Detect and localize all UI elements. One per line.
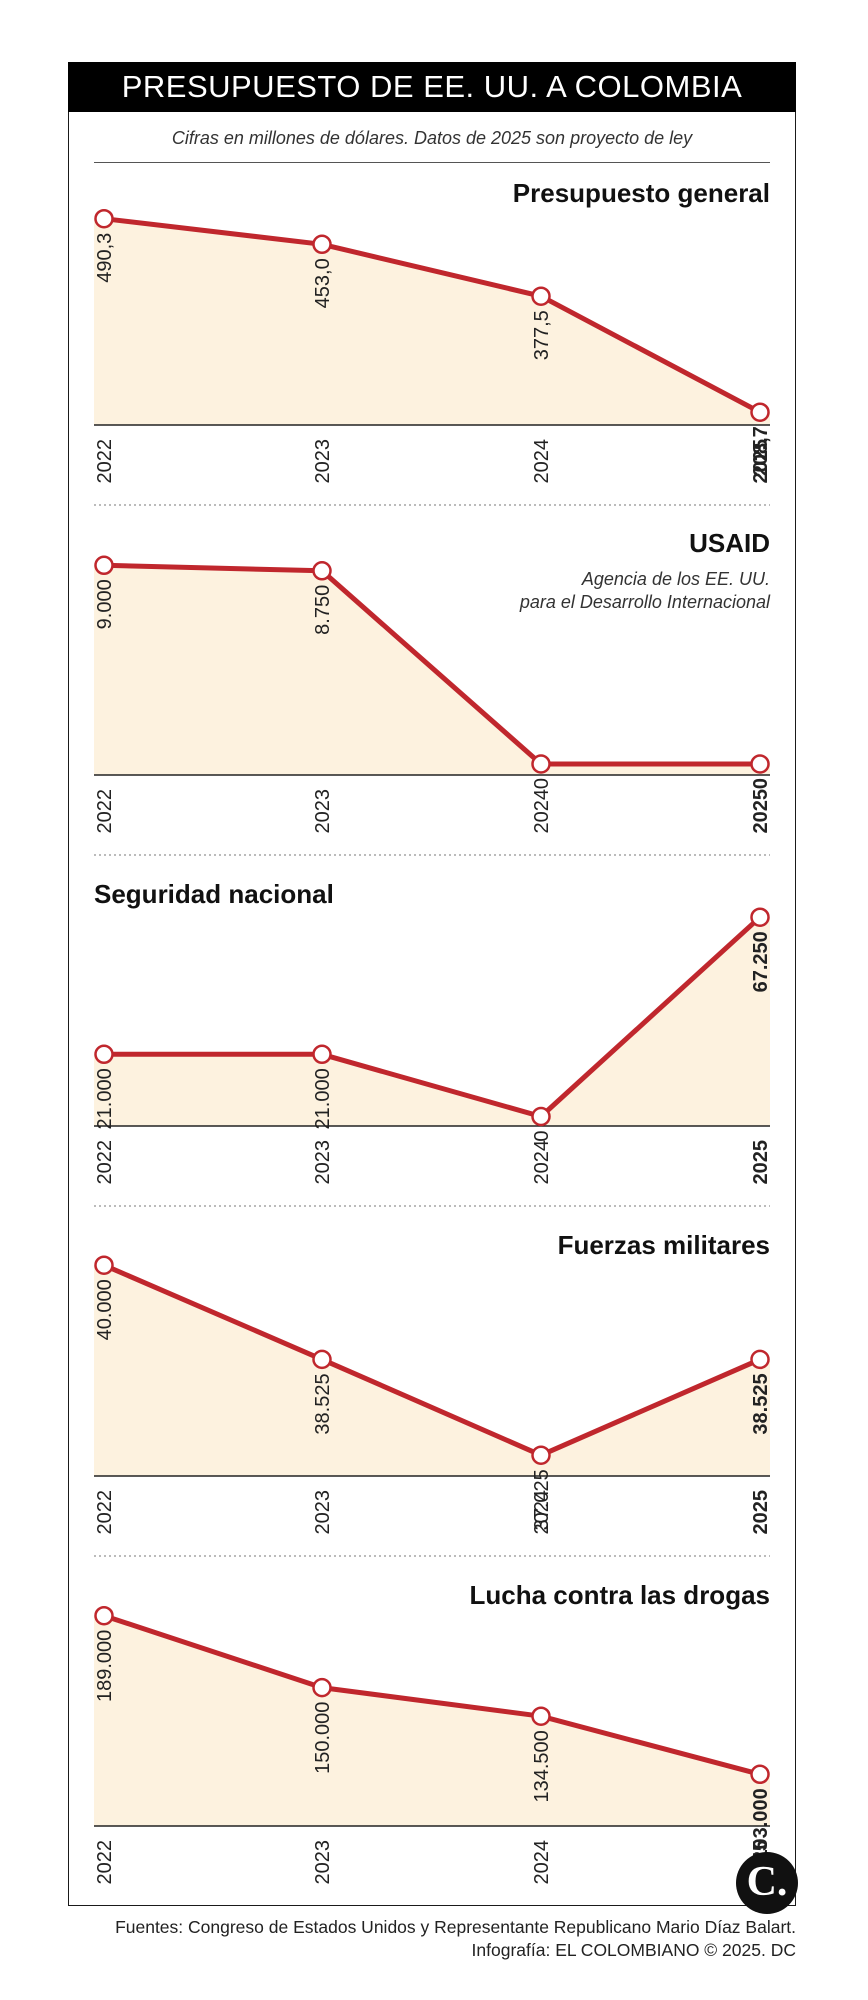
data-label-2024: 37.025 xyxy=(531,1469,553,1530)
x-tick-label-2025: 2025 xyxy=(750,789,772,834)
chart-panel-2: 9.000 8.750 0 0 2022 2023 2024 2025 USAID Agencia… xyxy=(94,528,772,856)
data-point-2023 xyxy=(312,1349,332,1370)
x-tick-label-2023: 2023 xyxy=(312,439,334,484)
data-label-2023: 38.525 xyxy=(312,1373,334,1434)
data-label-2024: 377,5 xyxy=(531,310,553,360)
chart-panel-5: 189.000 150.000 134.500 103.000 2022 2023 2024… xyxy=(94,1580,772,1885)
x-tick-label-2022: 2022 xyxy=(94,789,116,834)
sources-text: Fuentes: Congreso de Estados Unidos y Re… xyxy=(115,1917,796,1937)
x-tick-label-2022: 2022 xyxy=(94,1490,116,1535)
data-point-2023 xyxy=(312,1044,332,1065)
data-label-2022: 40.000 xyxy=(94,1279,116,1340)
data-point-2024 xyxy=(531,1106,551,1127)
title-bar: PRESUPUESTO DE EE. UU. A COLOMBIA xyxy=(68,62,796,112)
panel-title: Fuerzas militares xyxy=(558,1230,770,1260)
data-label-2023: 453,0 xyxy=(312,258,334,308)
data-label-2025: 103.000 xyxy=(750,1788,772,1860)
panel-title: Presupuesto general xyxy=(513,178,770,208)
data-label-2025: 67.250 xyxy=(750,931,772,992)
el-colombiano-logo: C. xyxy=(736,1852,798,1914)
data-point-2025 xyxy=(750,907,770,927)
x-tick-label-2024: 2024 xyxy=(531,789,553,834)
x-tick-label-2024: 2024 xyxy=(531,1840,553,1885)
data-point-2025 xyxy=(750,1764,770,1785)
data-point-2022 xyxy=(94,1255,114,1275)
data-point-2022 xyxy=(94,1605,114,1626)
infographic-subtitle: Cifras en millones de dólares. Datos de … xyxy=(171,128,693,148)
panel-title: Lucha contra las drogas xyxy=(469,1580,770,1610)
x-tick-label-2023: 2023 xyxy=(312,789,334,834)
data-point-2023 xyxy=(312,234,332,255)
data-point-2025 xyxy=(750,1349,770,1370)
series-line xyxy=(101,1262,763,1458)
series-line xyxy=(101,216,763,415)
data-point-2022 xyxy=(94,1044,114,1065)
x-tick-label-2024: 2024 xyxy=(531,439,553,484)
data-point-2024 xyxy=(531,286,551,306)
data-label-2024: 134.500 xyxy=(531,1730,553,1802)
data-point-2025 xyxy=(750,402,770,422)
chart-panel-3: 21.000 21.000 0 67.250 2022 2023 2024 2025 Segur… xyxy=(94,879,772,1207)
chart-panel-1: 490,3 453,0 377,5 208,7 2022 2023 2024 2025 Pres… xyxy=(94,178,772,506)
series-line xyxy=(101,1613,763,1777)
data-label-2025: 208,7 xyxy=(750,426,772,476)
data-point-2022 xyxy=(94,555,114,576)
x-tick-label-2022: 2022 xyxy=(94,1840,116,1885)
data-point-2023 xyxy=(312,561,332,581)
area-fill xyxy=(94,218,770,425)
sources-footer: Fuentes: Congreso de Estados Unidos y Re… xyxy=(115,1916,796,1962)
data-label-2022: 490,3 xyxy=(94,233,116,283)
x-tick-label-2022: 2022 xyxy=(94,1140,116,1185)
data-label-2025: 38.525 xyxy=(750,1373,772,1434)
panel-subtitle-line: para el Desarrollo Internacional xyxy=(519,592,771,612)
panel-title: USAID xyxy=(689,528,770,558)
data-point-2024 xyxy=(531,1706,551,1726)
x-tick-label-2023: 2023 xyxy=(312,1140,334,1185)
data-label-2022: 21.000 xyxy=(94,1068,116,1129)
data-label-2023: 21.000 xyxy=(312,1068,334,1129)
subtitle-divider xyxy=(94,162,770,163)
x-tick-label-2025: 2025 xyxy=(750,1490,772,1535)
panel-title: Seguridad nacional xyxy=(94,879,334,909)
credit-text: Infografía: EL COLOMBIANO © 2025. DC xyxy=(471,1940,796,1960)
x-tick-label-2024: 2024 xyxy=(531,1140,553,1185)
data-label-2022: 9.000 xyxy=(94,579,116,629)
area-fill xyxy=(94,917,770,1126)
area-fill xyxy=(94,1265,770,1476)
data-label-2022: 189.000 xyxy=(94,1630,116,1702)
data-label-2025: 0 xyxy=(750,778,772,789)
data-label-2024: 0 xyxy=(531,778,553,789)
infographic-title: PRESUPUESTO DE EE. UU. A COLOMBIA xyxy=(121,69,743,104)
data-point-2025 xyxy=(750,754,770,774)
series-line xyxy=(101,914,763,1119)
x-tick-label-2024: 2024 xyxy=(531,1490,553,1535)
data-label-2023: 8.750 xyxy=(312,585,334,635)
chart-panel-4: 40.000 38.525 37.025 38.525 2022 2023 2024 2025… xyxy=(94,1230,772,1557)
x-tick-label-2023: 2023 xyxy=(312,1840,334,1885)
x-tick-label-2025: 2025 xyxy=(750,1140,772,1185)
panel-subtitle-line: Agencia de los EE. UU. xyxy=(581,569,770,589)
series-line xyxy=(101,562,763,767)
x-tick-label-2025: 2025 xyxy=(750,439,772,484)
x-tick-label-2022: 2022 xyxy=(94,439,116,484)
data-point-2022 xyxy=(94,208,114,229)
x-tick-label-2023: 2023 xyxy=(312,1490,334,1535)
data-label-2024: 0 xyxy=(531,1131,553,1142)
data-point-2023 xyxy=(312,1677,332,1698)
data-point-2024 xyxy=(531,1445,551,1465)
data-point-2024 xyxy=(531,754,551,774)
data-label-2023: 150.000 xyxy=(312,1702,334,1774)
